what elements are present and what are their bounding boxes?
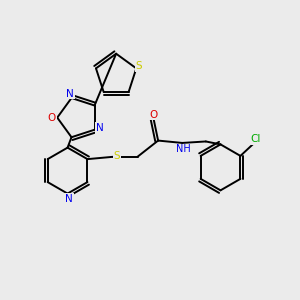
Text: Cl: Cl [250, 134, 260, 144]
Text: O: O [150, 110, 158, 120]
Text: N: N [66, 88, 74, 99]
Text: S: S [135, 61, 142, 71]
Text: N: N [96, 123, 104, 133]
Text: O: O [48, 112, 56, 123]
Text: S: S [114, 151, 120, 161]
Text: N: N [65, 194, 73, 204]
Text: NH: NH [176, 144, 191, 154]
